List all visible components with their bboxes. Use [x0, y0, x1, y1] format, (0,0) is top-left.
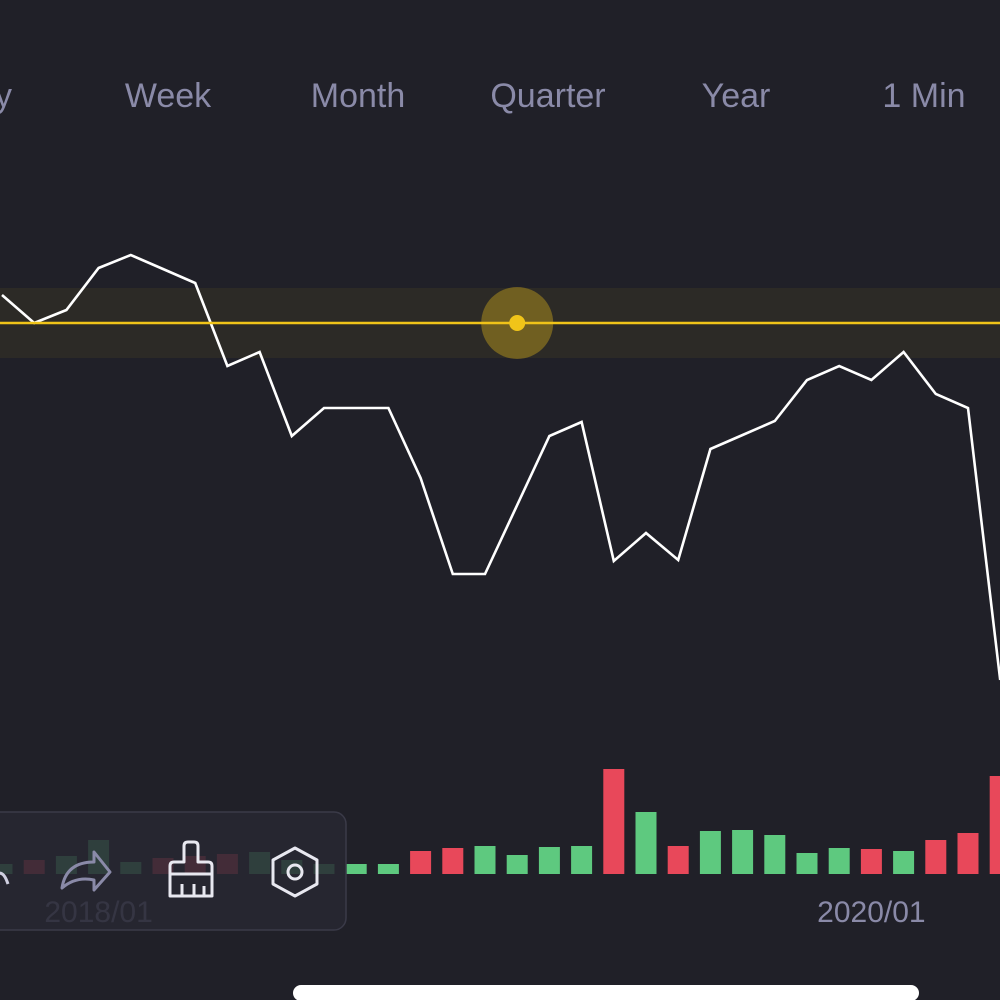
volume-bar: [699, 831, 721, 874]
volume-bar: [538, 847, 560, 874]
volume-bar: [506, 855, 528, 874]
undo-icon[interactable]: [0, 871, 10, 885]
period-tab[interactable]: 1 Min: [882, 77, 965, 115]
tab-bar: y Week Month Quarter Year 1 Min: [0, 77, 966, 115]
volume-bar: [989, 776, 1000, 874]
volume-bar: [828, 848, 850, 874]
volume-bar: [957, 833, 979, 874]
price-line: [1, 253, 1000, 681]
period-tab[interactable]: y: [0, 77, 12, 115]
volume-bar: [860, 849, 882, 874]
settings-icon[interactable]: [271, 846, 319, 898]
period-tab[interactable]: Month: [311, 77, 406, 115]
volume-bar: [764, 835, 786, 874]
volume-bar: [732, 830, 754, 874]
volume-bar: [893, 851, 915, 874]
toolbar: [0, 811, 347, 931]
brush-icon[interactable]: [168, 840, 214, 898]
home-indicator: [293, 985, 919, 1000]
period-tab[interactable]: Year: [702, 77, 771, 115]
volume-bar: [796, 853, 818, 874]
volume-bar: [377, 864, 399, 874]
crosshair-dot: [509, 315, 526, 331]
volume-bar: [667, 846, 689, 874]
redo-icon[interactable]: [60, 850, 112, 892]
volume-bar: [410, 851, 432, 874]
x-axis-label: 2020/01: [817, 896, 925, 929]
period-tab[interactable]: Week: [125, 77, 212, 115]
volume-bar: [635, 812, 657, 874]
volume-bar: [345, 864, 367, 874]
volume-bar: [571, 846, 593, 874]
volume-bar: [925, 840, 947, 874]
volume-bar: [474, 846, 496, 874]
period-tab[interactable]: Quarter: [490, 77, 605, 115]
volume-bar: [603, 769, 625, 874]
toolbar-panel: [0, 811, 347, 931]
volume-bar: [442, 848, 464, 874]
